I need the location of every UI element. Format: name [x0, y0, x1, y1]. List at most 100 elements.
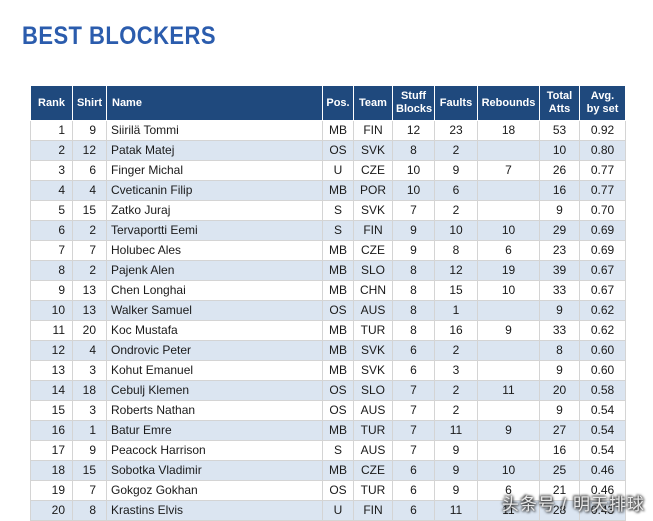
cell-stuff-blocks: 12: [392, 120, 435, 141]
cell-rebounds: 6: [477, 240, 540, 261]
cell-team: TUR: [353, 480, 393, 501]
cell-avg-by-set: 0.77: [579, 160, 626, 181]
table-row: 2 12 Patak Matej OS SVK 8 2 10 0.80: [30, 140, 626, 161]
cell-stuff-blocks: 9: [392, 240, 435, 261]
header-rank: Rank: [30, 85, 73, 121]
cell-position: OS: [322, 300, 354, 321]
cell-rank: 8: [30, 260, 73, 281]
cell-total-atts: 16: [539, 180, 580, 201]
table-body: 1 9 Siirilä Tommi MB FIN 12 23 18 53 0.9…: [30, 120, 626, 521]
header-pos: Pos.: [322, 85, 354, 121]
cell-rebounds: 7: [477, 160, 540, 181]
cell-position: MB: [322, 340, 354, 361]
cell-player-name: Cveticanin Filip: [106, 180, 323, 201]
cell-avg-by-set: 0.60: [579, 360, 626, 381]
cell-rank: 2: [30, 140, 73, 161]
cell-rank: 11: [30, 320, 73, 341]
cell-shirt-number: 6: [72, 160, 107, 181]
table-row: 9 13 Chen Longhai MB CHN 8 15 10 33 0.67: [30, 280, 626, 301]
cell-faults: 2: [434, 340, 478, 361]
cell-faults: 9: [434, 480, 478, 501]
cell-rank: 14: [30, 380, 73, 401]
header-stuff-blocks: Stuff Blocks: [392, 85, 435, 121]
cell-player-name: Peacock Harrison: [106, 440, 323, 461]
cell-stuff-blocks: 7: [392, 380, 435, 401]
cell-shirt-number: 3: [72, 360, 107, 381]
cell-position: MB: [322, 260, 354, 281]
cell-stuff-blocks: 6: [392, 500, 435, 521]
cell-total-atts: 8: [539, 340, 580, 361]
cell-rebounds: 9: [477, 420, 540, 441]
cell-avg-by-set: 0.62: [579, 300, 626, 321]
cell-rebounds: 11: [477, 500, 540, 521]
cell-shirt-number: 4: [72, 340, 107, 361]
cell-team: AUS: [353, 300, 393, 321]
cell-player-name: Gokgoz Gokhan: [106, 480, 323, 501]
cell-position: MB: [322, 180, 354, 201]
cell-total-atts: 9: [539, 360, 580, 381]
cell-faults: 2: [434, 400, 478, 421]
cell-faults: 23: [434, 120, 478, 141]
cell-rank: 10: [30, 300, 73, 321]
table-row: 10 13 Walker Samuel OS AUS 8 1 9 0.62: [30, 300, 626, 321]
cell-player-name: Krastins Elvis: [106, 500, 323, 521]
cell-faults: 3: [434, 360, 478, 381]
cell-faults: 1: [434, 300, 478, 321]
cell-shirt-number: 9: [72, 120, 107, 141]
cell-shirt-number: 1: [72, 420, 107, 441]
table-row: 7 7 Holubec Ales MB CZE 9 8 6 23 0.69: [30, 240, 626, 261]
cell-position: OS: [322, 380, 354, 401]
cell-team: CZE: [353, 460, 393, 481]
best-blockers-table: Rank Shirt Name Pos. Team Stuff Blocks F…: [30, 85, 626, 521]
cell-rebounds: 6: [477, 480, 540, 501]
cell-faults: 2: [434, 200, 478, 221]
cell-faults: 2: [434, 380, 478, 401]
cell-rank: 15: [30, 400, 73, 421]
table-row: 8 2 Pajenk Alen MB SLO 8 12 19 39 0.67: [30, 260, 626, 281]
cell-position: OS: [322, 480, 354, 501]
cell-shirt-number: 7: [72, 240, 107, 261]
table-row: 3 6 Finger Michal U CZE 10 9 7 26 0.77: [30, 160, 626, 181]
cell-rank: 1: [30, 120, 73, 141]
cell-team: SLO: [353, 260, 393, 281]
cell-rebounds: 10: [477, 220, 540, 241]
cell-team: FIN: [353, 220, 393, 241]
cell-rebounds: [477, 300, 540, 321]
cell-total-atts: 28: [539, 500, 580, 521]
cell-shirt-number: 12: [72, 140, 107, 161]
table-row: 4 4 Cveticanin Filip MB POR 10 6 16 0.77: [30, 180, 626, 201]
cell-total-atts: 25: [539, 460, 580, 481]
cell-team: CZE: [353, 160, 393, 181]
cell-stuff-blocks: 6: [392, 360, 435, 381]
cell-shirt-number: 8: [72, 500, 107, 521]
cell-rank: 4: [30, 180, 73, 201]
cell-rebounds: 10: [477, 460, 540, 481]
cell-team: POR: [353, 180, 393, 201]
cell-avg-by-set: 0.62: [579, 320, 626, 341]
cell-total-atts: 21: [539, 480, 580, 501]
cell-position: MB: [322, 420, 354, 441]
cell-total-atts: 10: [539, 140, 580, 161]
header-faults: Faults: [434, 85, 478, 121]
cell-total-atts: 23: [539, 240, 580, 261]
cell-avg-by-set: 0.92: [579, 120, 626, 141]
cell-stuff-blocks: 8: [392, 280, 435, 301]
cell-avg-by-set: 0.46: [579, 460, 626, 481]
cell-stuff-blocks: 7: [392, 440, 435, 461]
cell-rank: 19: [30, 480, 73, 501]
cell-rank: 13: [30, 360, 73, 381]
cell-faults: 11: [434, 420, 478, 441]
cell-avg-by-set: 0.70: [579, 200, 626, 221]
cell-team: CHN: [353, 280, 393, 301]
cell-position: S: [322, 200, 354, 221]
table-row: 5 15 Zatko Juraj S SVK 7 2 9 0.70: [30, 200, 626, 221]
cell-rebounds: [477, 360, 540, 381]
table-row: 11 20 Koc Mustafa MB TUR 8 16 9 33 0.62: [30, 320, 626, 341]
cell-avg-by-set: 0.80: [579, 140, 626, 161]
cell-player-name: Ondrovic Peter: [106, 340, 323, 361]
cell-position: MB: [322, 280, 354, 301]
cell-rank: 3: [30, 160, 73, 181]
cell-rebounds: [477, 180, 540, 201]
cell-stuff-blocks: 8: [392, 300, 435, 321]
cell-rebounds: 11: [477, 380, 540, 401]
